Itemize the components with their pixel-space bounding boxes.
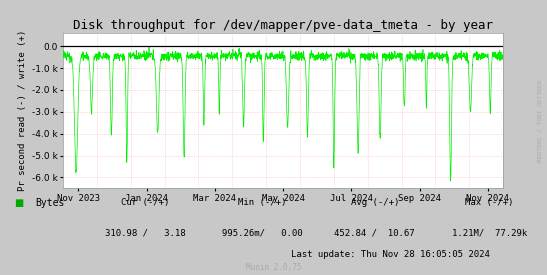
- Title: Disk throughput for /dev/mapper/pve-data_tmeta - by year: Disk throughput for /dev/mapper/pve-data…: [73, 19, 493, 32]
- Text: Bytes: Bytes: [36, 198, 65, 208]
- Text: Max (-/+): Max (-/+): [465, 198, 514, 207]
- Text: 995.26m/   0.00: 995.26m/ 0.00: [222, 228, 303, 237]
- Text: Avg (-/+): Avg (-/+): [351, 198, 399, 207]
- Text: ■: ■: [14, 198, 23, 208]
- Text: Cur (-/+): Cur (-/+): [121, 198, 169, 207]
- Y-axis label: Pr second read (-) / write (+): Pr second read (-) / write (+): [19, 30, 27, 191]
- Text: 452.84 /  10.67: 452.84 / 10.67: [334, 228, 415, 237]
- Text: 310.98 /   3.18: 310.98 / 3.18: [104, 228, 185, 237]
- Text: RRDTOOL / TOBI OETIKER: RRDTOOL / TOBI OETIKER: [538, 80, 543, 162]
- Text: 1.21M/  77.29k: 1.21M/ 77.29k: [452, 228, 527, 237]
- Text: Munin 2.0.75: Munin 2.0.75: [246, 263, 301, 272]
- Text: Last update: Thu Nov 28 16:05:05 2024: Last update: Thu Nov 28 16:05:05 2024: [290, 250, 490, 259]
- Text: Min (-/+): Min (-/+): [238, 198, 287, 207]
